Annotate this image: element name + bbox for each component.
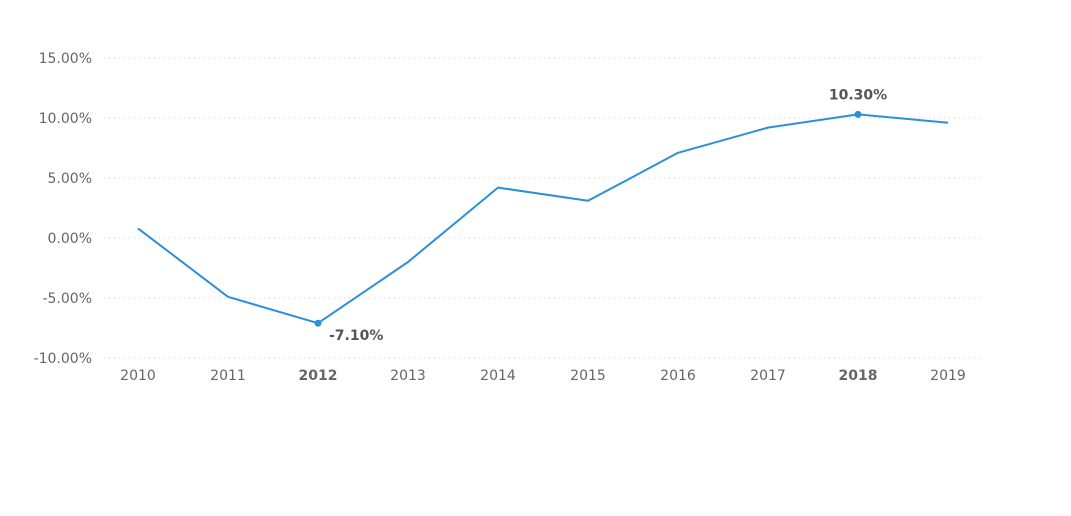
x-tick-label: 2019 xyxy=(930,368,966,384)
y-axis-tick-labels: 15.00% 10.00% 5.00% 0.00% -5.00% -10.00% xyxy=(34,51,92,367)
data-point-marker xyxy=(854,110,862,118)
data-label: 10.30% xyxy=(829,87,887,103)
y-tick-label: 15.00% xyxy=(39,51,92,67)
x-tick-label: 2016 xyxy=(660,368,696,384)
y-tick-label: 5.00% xyxy=(48,171,92,187)
x-tick-label: 2018 xyxy=(839,368,878,384)
y-tick-label: 0.00% xyxy=(48,231,92,247)
y-tick-label: -10.00% xyxy=(34,351,92,367)
x-tick-label: 2014 xyxy=(480,368,516,384)
x-tick-label: 2017 xyxy=(750,368,786,384)
series-line xyxy=(137,113,949,325)
y-tick-label: -5.00% xyxy=(42,291,92,307)
x-axis-tick-labels: 2010 2011 2012 2013 2014 2015 2016 2017 2018 2019 xyxy=(120,368,966,384)
x-tick-label: 2012 xyxy=(299,368,338,384)
data-label: -7.10% xyxy=(329,328,383,344)
x-tick-label: 2010 xyxy=(120,368,156,384)
x-tick-label: 2015 xyxy=(570,368,606,384)
series-layer xyxy=(137,110,949,327)
data-point-marker xyxy=(314,319,322,327)
data-labels: -7.10% 10.30% xyxy=(329,87,887,344)
y-tick-label: 10.00% xyxy=(39,111,92,127)
x-tick-label: 2011 xyxy=(210,368,246,384)
x-tick-label: 2013 xyxy=(390,368,426,384)
